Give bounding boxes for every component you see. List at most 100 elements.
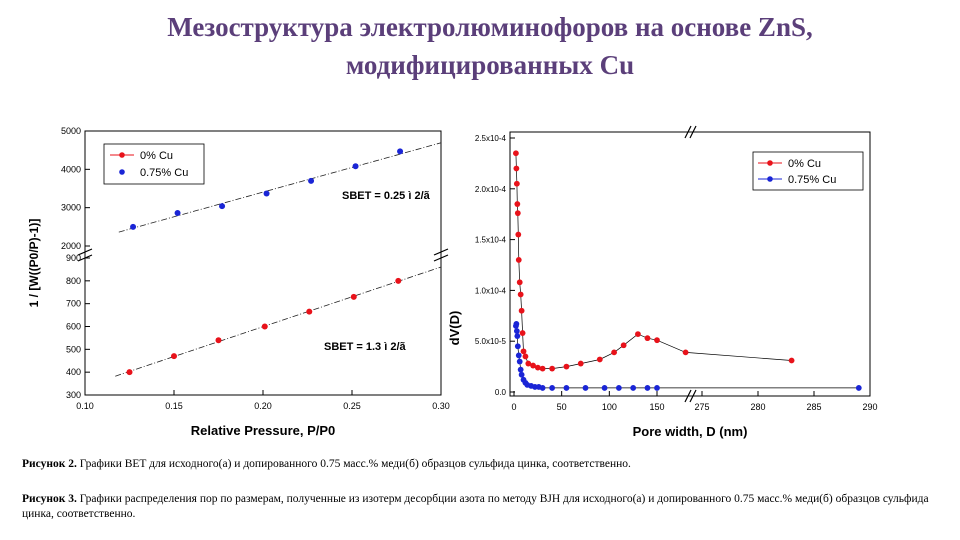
bjh-point-0cu: [620, 342, 627, 349]
bjh-point-075cu: [514, 343, 521, 350]
figure2-caption-label: Рисунок 2.: [22, 458, 77, 470]
bet-point-0cu: [126, 369, 133, 376]
bjh-point-0cu: [515, 231, 522, 238]
bet-point-0cu: [350, 293, 357, 300]
bet-y-tick-label: 5000: [61, 126, 81, 136]
bjh-legend-075cu: 0.75% Cu: [788, 174, 836, 186]
bet-point-0cu: [261, 323, 268, 330]
bet-y-tick-label: 4000: [61, 164, 81, 174]
bjh-point-0cu: [549, 365, 556, 372]
bet-y-tick-label: 800: [66, 276, 81, 286]
bjh-x-tick-label: 100: [602, 402, 617, 412]
bjh-point-075cu: [514, 333, 521, 340]
bjh-point-0cu: [563, 363, 570, 370]
bjh-point-0cu: [644, 335, 651, 342]
bjh-point-0cu: [513, 180, 520, 187]
bjh-point-075cu: [582, 385, 589, 391]
bet-point-075cu: [308, 177, 315, 184]
bjh-axis-break: [684, 125, 697, 403]
bjh-point-0cu: [515, 257, 522, 263]
bet-y-tick-label: 400: [66, 367, 81, 377]
bjh-point-0cu: [520, 348, 527, 355]
bjh-point-075cu: [513, 328, 520, 334]
bjh-x-tick-label: 275: [694, 402, 709, 412]
bjh-point-0cu: [539, 365, 546, 372]
figure2-caption-text: Графики BET для исходного(а) и допирован…: [76, 458, 631, 470]
bjh-point-075cu: [615, 385, 622, 391]
bet-y-tick-label: 500: [66, 344, 81, 354]
bjh-point-0cu: [654, 337, 660, 344]
bjh-x-tick-label: 290: [862, 402, 877, 412]
bjh-point-075cu: [563, 385, 570, 391]
bjh-point-0cu: [518, 307, 525, 314]
bjh-point-075cu: [518, 371, 525, 378]
bjh-y-tick-label: 5.0x10-5: [475, 337, 507, 346]
bet-x-tick-label: 0.30: [432, 401, 450, 411]
bjh-y-tick-label: 1.0x10-4: [475, 286, 507, 295]
bet-annotation-lower: SBET = 1.3 ì 2/ã: [324, 341, 407, 353]
bjh-point-075cu: [601, 385, 608, 391]
bjh-point-0cu: [682, 349, 689, 356]
bet-ylabel: 1 / [W((P0/P)-1)]: [27, 219, 41, 308]
bjh-x-tick-label: 280: [750, 402, 765, 412]
bet-point-0cu: [306, 308, 313, 315]
bjh-point-0cu: [514, 210, 521, 217]
bjh-point-0cu: [513, 150, 519, 157]
bet-y-tick-label: 600: [66, 322, 81, 332]
bjh-line-075cu: [515, 323, 859, 389]
bjh-x-tick-label: 50: [557, 402, 567, 412]
bet-chart: 0.10 0.15 0.20 0.25 0.30 300 400 500 600 700 800 9…: [27, 126, 450, 438]
legend-marker-blue: [767, 176, 773, 182]
bjh-point-0cu: [522, 353, 529, 360]
slide-title-line2: модифицированных Cu: [345, 50, 635, 80]
bjh-y-tick-label: 2.5x10-4: [475, 134, 507, 143]
bet-legend-075cu: 0.75% Cu: [140, 167, 188, 179]
bet-fit-line: [115, 266, 442, 377]
bjh-point-0cu: [635, 331, 641, 337]
bjh-x-tick-label: 150: [649, 402, 664, 412]
bjh-x-tick-label: 285: [806, 402, 821, 412]
bet-fit-line: [118, 142, 442, 233]
bet-y-tick-label: 300: [66, 390, 81, 400]
bet-point-075cu: [174, 210, 181, 217]
bjh-point-075cu: [513, 321, 520, 327]
bjh-point-0cu: [596, 356, 603, 363]
bet-x-tick-label: 0.10: [76, 401, 94, 411]
bet-x-tick-label: 0.20: [254, 401, 272, 411]
bjh-point-075cu: [517, 366, 524, 373]
figure3-caption-text: Графики распределения пор по размерам, п…: [22, 493, 929, 520]
bjh-point-075cu: [855, 385, 862, 391]
legend-marker-red: [119, 152, 125, 158]
bjh-legend-0cu: 0% Cu: [788, 158, 821, 170]
bjh-y-tick-label: 1.5x10-4: [475, 236, 507, 245]
bet-legend: 0% Cu 0.75% Cu: [103, 143, 205, 185]
bjh-point-075cu: [539, 385, 546, 391]
bjh-chart: 0 50 100 150 275 280 285 290 0.0 5.0x10-5 1.0x10-…: [447, 125, 878, 439]
figure3-caption-label: Рисунок 3.: [22, 493, 77, 505]
bet-point-0cu: [215, 337, 222, 344]
bjh-point-075cu: [630, 385, 637, 391]
bet-point-075cu: [130, 223, 137, 230]
bjh-point-0cu: [534, 364, 541, 371]
bjh-point-0cu: [517, 291, 524, 298]
bjh-point-0cu: [516, 279, 523, 286]
bjh-point-0cu: [513, 165, 520, 172]
bjh-line-0cu: [515, 153, 792, 369]
bjh-point-0cu: [519, 330, 526, 336]
legend-marker-blue: [119, 169, 125, 175]
bjh-xlabel: Pore width, D (nm): [633, 424, 748, 439]
legend-marker-red: [767, 160, 773, 166]
figure3-caption: Рисунок 3. Графики распределения пор по …: [22, 492, 932, 522]
bjh-point-075cu: [644, 385, 651, 391]
bjh-point-075cu: [516, 358, 523, 365]
slide-title-line1: Мезоструктура электролюминофоров на осно…: [167, 12, 813, 42]
bjh-point-0cu: [611, 349, 617, 356]
bjh-ylabel: dV(D): [447, 311, 462, 346]
bet-xlabel: Relative Pressure, P/P0: [191, 423, 336, 438]
bjh-point-075cu: [654, 385, 660, 391]
bet-x-tick-label: 0.15: [165, 401, 183, 411]
bet-point-075cu: [397, 148, 404, 155]
bet-axis-break: [77, 248, 449, 262]
bet-legend-0cu: 0% Cu: [140, 150, 173, 162]
bjh-y-tick-label: 0.0: [495, 388, 507, 397]
